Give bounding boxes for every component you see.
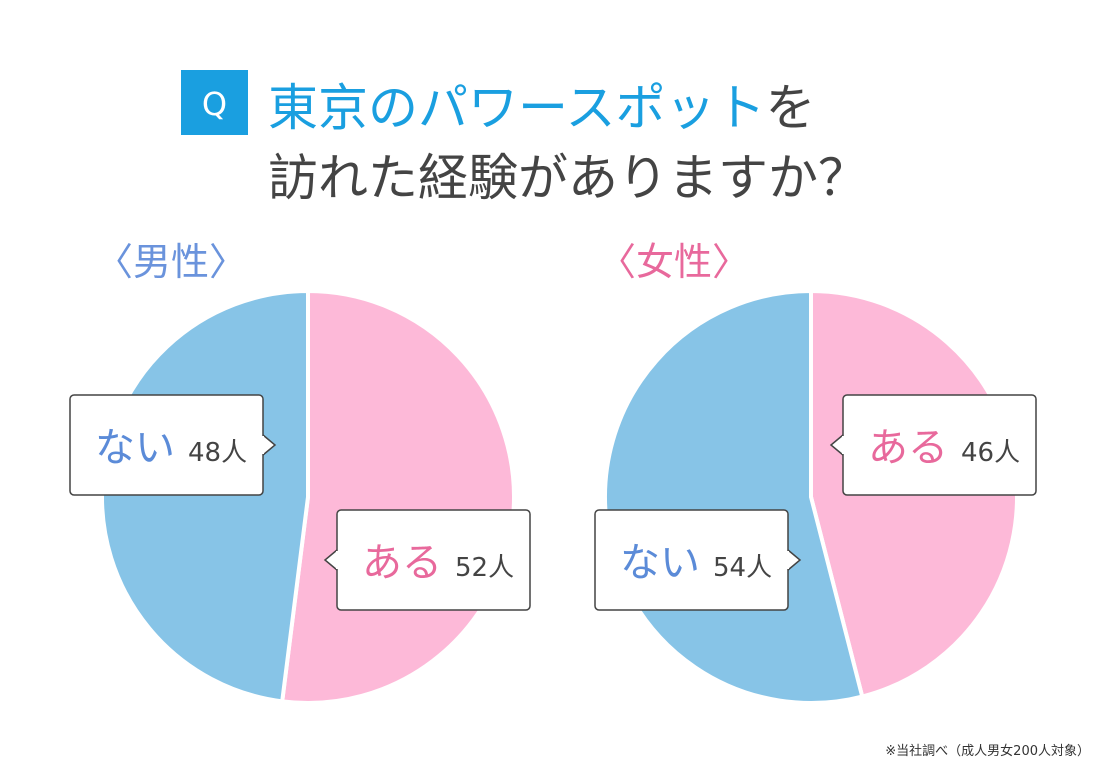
category-label: ある xyxy=(868,425,948,471)
callout: ある 52人 xyxy=(323,509,531,611)
pie-title: 〈女性〉 xyxy=(598,240,750,284)
category-label: ない xyxy=(620,540,700,586)
pie-title: 〈男性〉 xyxy=(95,240,247,284)
title-rest: を xyxy=(766,79,816,137)
callout-pointer xyxy=(787,549,802,571)
pie-slice xyxy=(99,288,310,704)
value-label: 54人 xyxy=(713,553,772,583)
callout-pointer-cover xyxy=(261,436,264,454)
callout: ある 46人 xyxy=(829,394,1037,496)
callout-pointer-cover xyxy=(842,436,845,454)
title-line-1: 東京のパワースポットを xyxy=(268,79,816,137)
category-label: ある xyxy=(362,540,442,586)
q-badge xyxy=(181,70,248,135)
value-label: 48人 xyxy=(188,438,247,468)
callout: ない 48人 xyxy=(69,394,277,496)
callout: ない 54人 xyxy=(594,509,802,611)
title-highlight: 東京のパワースポット xyxy=(268,79,766,137)
pie-slice xyxy=(279,288,516,705)
footnote: ※当社調べ（成人男女200人対象） xyxy=(885,743,1090,759)
callout-pointer-cover xyxy=(786,551,789,569)
callout-pointer xyxy=(323,549,338,571)
callout-pointer xyxy=(262,434,277,456)
title-line-2: 訪れた経験がありますか？ xyxy=(268,149,868,207)
category-label: ない xyxy=(95,425,175,471)
callout-pointer-cover xyxy=(336,551,339,569)
q-badge-text: Q xyxy=(202,85,227,123)
callout-pointer xyxy=(829,434,844,456)
value-label: 52人 xyxy=(455,553,514,583)
value-label: 46人 xyxy=(961,438,1020,468)
